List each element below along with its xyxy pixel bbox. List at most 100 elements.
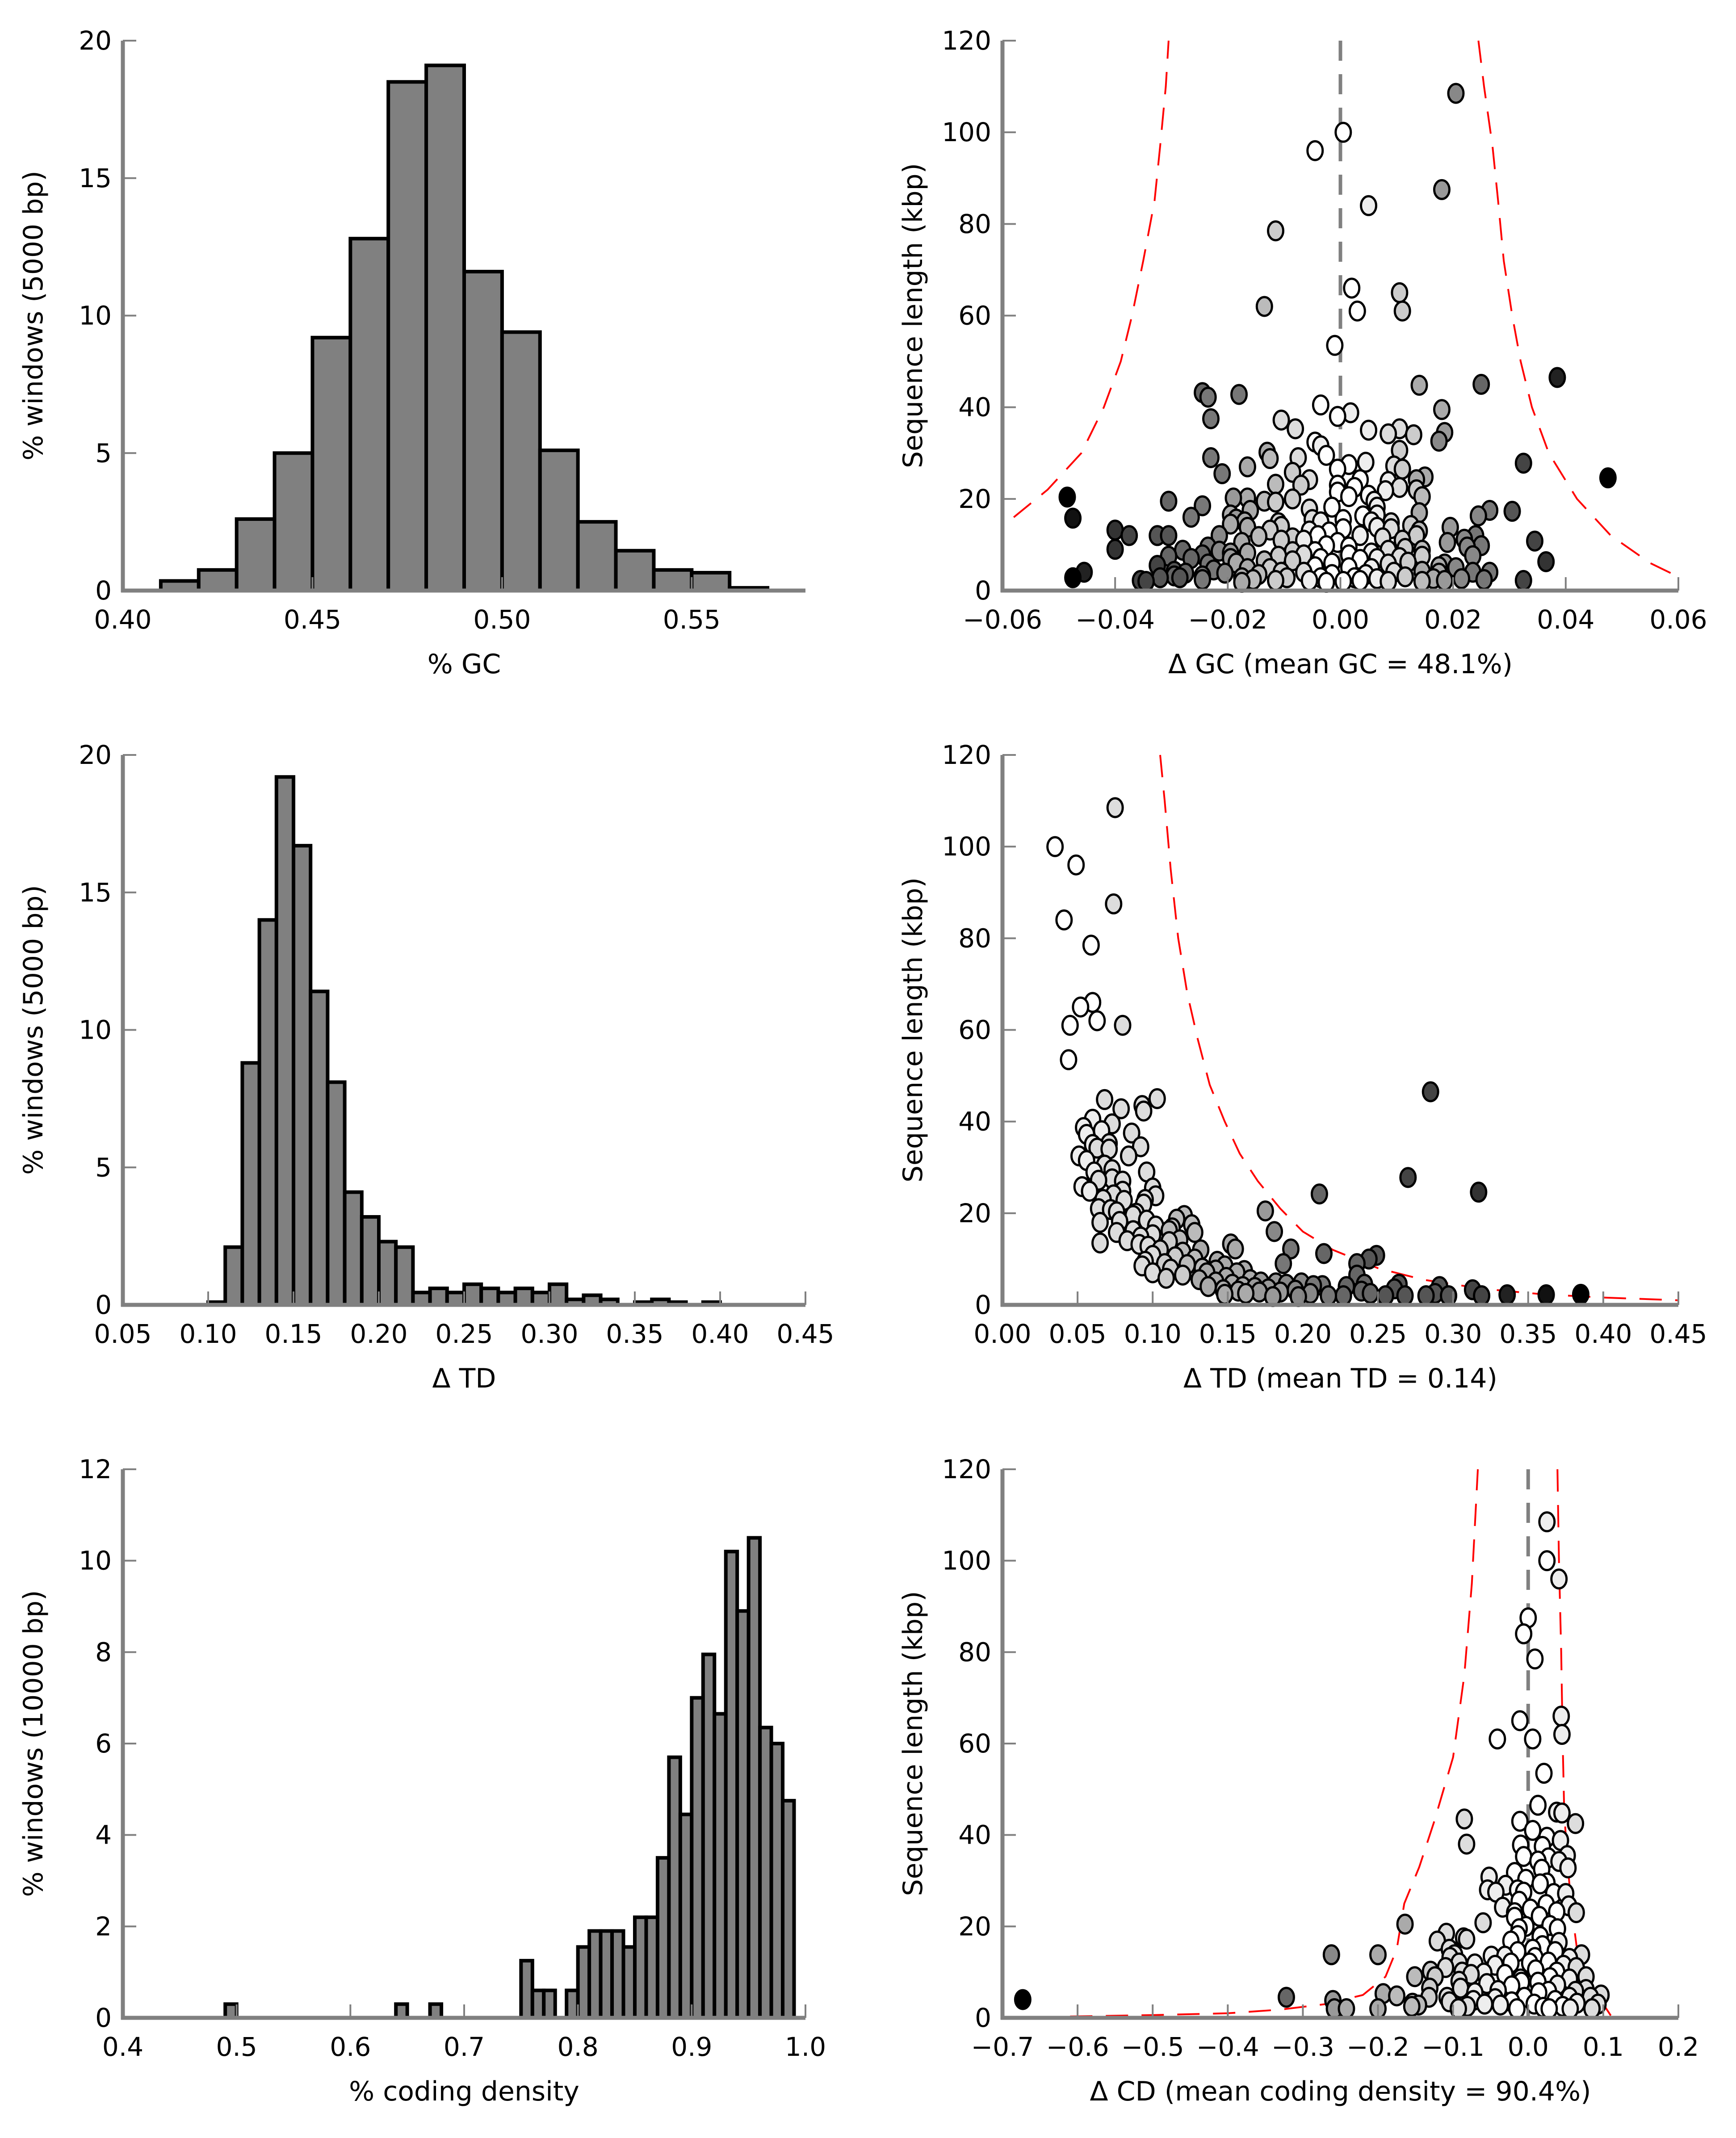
scatter-point [1160,490,1178,512]
y-tick-label: 0 [975,1290,991,1320]
histogram-bar [500,330,542,592]
scatter-point [1106,539,1124,560]
x-tick-label: 0.7 [444,2032,485,2062]
scatter-point [1058,486,1076,508]
scatter-point [1323,496,1341,518]
y-tick-label: 0 [95,1290,112,1320]
scatter-point [1340,486,1358,507]
x-axis-label: Δ GC (mean GC = 48.1%) [1168,649,1513,680]
y-tick-label: 5 [95,1152,112,1182]
scatter-point [1064,507,1082,529]
x-tick-label: 0.40 [691,1319,749,1349]
x-axis-label: % coding density [349,2076,579,2107]
scatter-point [1535,1763,1553,1784]
scatter-point [1222,513,1240,535]
scatter-point [1524,1728,1542,1750]
threshold-curve [1070,1469,1479,2017]
y-tick-label: 100 [942,831,991,862]
scatter-point [1267,220,1285,242]
histogram-bar [292,844,313,1307]
panel-gc-histogram: 0 5 10 15 20 0.40 0.45 0.50 0.55 % GC % windows (5… [18,25,805,680]
scatter-point [1559,1857,1577,1878]
x-tick-label: −0.7 [971,2032,1034,2062]
scatter-point [1514,453,1532,474]
x-tick-label: 0.20 [350,1319,407,1349]
scatter-point [1135,1100,1153,1122]
scatter-point [1202,447,1220,469]
scatter-point [1275,1253,1292,1274]
scatter-point [1194,495,1212,516]
x-tick-label: 0.50 [473,604,531,635]
scatter-point [1531,1873,1549,1895]
y-tick-label: 100 [942,1546,991,1576]
x-tick-label: 0.1 [1583,2032,1624,2062]
scatter-point [1511,1710,1529,1731]
scatter-point [1360,195,1378,216]
threshold-curve [1556,1469,1612,2016]
panel-cd-histogram: 0 2 4 6 8 10 12 0.4 0.5 0.6 0.7 0.8 0.9 1.0 % coding d… [18,1454,826,2107]
scatter-point [1396,1913,1414,1935]
y-tick-label: 15 [79,877,112,908]
x-axis-label: Δ CD (mean coding density = 90.4%) [1090,2076,1591,2107]
histogram-bar [424,63,466,592]
histogram-bar [274,775,295,1307]
x-tick-label: 0.10 [1124,1319,1182,1349]
scatter-point [1082,935,1100,956]
y-tick-label: 12 [79,1454,112,1484]
y-tick-label: 0 [975,2003,991,2033]
x-tick-label: 0.4 [102,2032,143,2062]
histogram-bar [513,1287,534,1307]
scatter-point [1515,1623,1533,1644]
scatter-point [1458,1833,1476,1855]
scatter-point [1399,1167,1417,1188]
histogram-bar [360,1215,381,1307]
histogram-bar [197,568,239,593]
x-tick-label: −0.02 [1188,604,1267,635]
scatter-point [1266,1221,1283,1242]
x-axis-label: Δ TD [432,1363,496,1394]
y-tick-label: 2 [95,1911,112,1941]
histogram-bar [548,1282,569,1307]
scatter-point [1351,570,1369,591]
scatter-point [1388,1985,1406,2007]
y-tick-label: 20 [79,25,112,56]
scatter-point [1292,474,1310,496]
scatter-point [1151,567,1169,588]
histogram-bar [479,1287,500,1307]
x-tick-label: −0.5 [1121,2032,1184,2062]
scatter-point [1396,566,1414,587]
scatter-point [1343,277,1361,299]
scatter-point [1120,525,1138,546]
y-tick-label: 60 [958,1015,991,1045]
histogram-bar [428,2002,444,2020]
scatter-point [1287,418,1304,440]
scatter-point [1511,1811,1529,1832]
scatter-point [1106,797,1124,818]
histogram-bar [309,989,330,1307]
y-tick-label: 40 [958,392,991,423]
scatter-point [1393,300,1411,322]
scatter-point [1216,1283,1234,1305]
histogram-bar [377,1240,398,1307]
scatter-point [1160,525,1178,546]
scatter-point [1550,1568,1568,1590]
scatter-point [1061,1015,1079,1036]
x-tick-label: 0.45 [1649,1319,1707,1349]
y-tick-label: 20 [958,1198,991,1228]
scatter-point [1396,1285,1414,1306]
histogram-bar [652,568,694,593]
x-tick-label: −0.4 [1196,2032,1259,2062]
scatter-point [1540,1998,1558,2020]
scatter-point [1014,1989,1032,2010]
y-tick-label: 0 [95,2003,112,2033]
scatter-point [1081,1181,1099,1202]
scatter-point [1315,1243,1333,1264]
scatter-point [1529,1794,1547,1816]
scatter-point [1202,408,1220,429]
scatter-point [1537,1284,1555,1305]
scatter-point [1216,562,1234,584]
scatter-point [1552,1706,1570,1727]
scatter-point [1406,1966,1424,1987]
histogram-bar [462,1282,483,1307]
scatter-point [1261,448,1279,470]
